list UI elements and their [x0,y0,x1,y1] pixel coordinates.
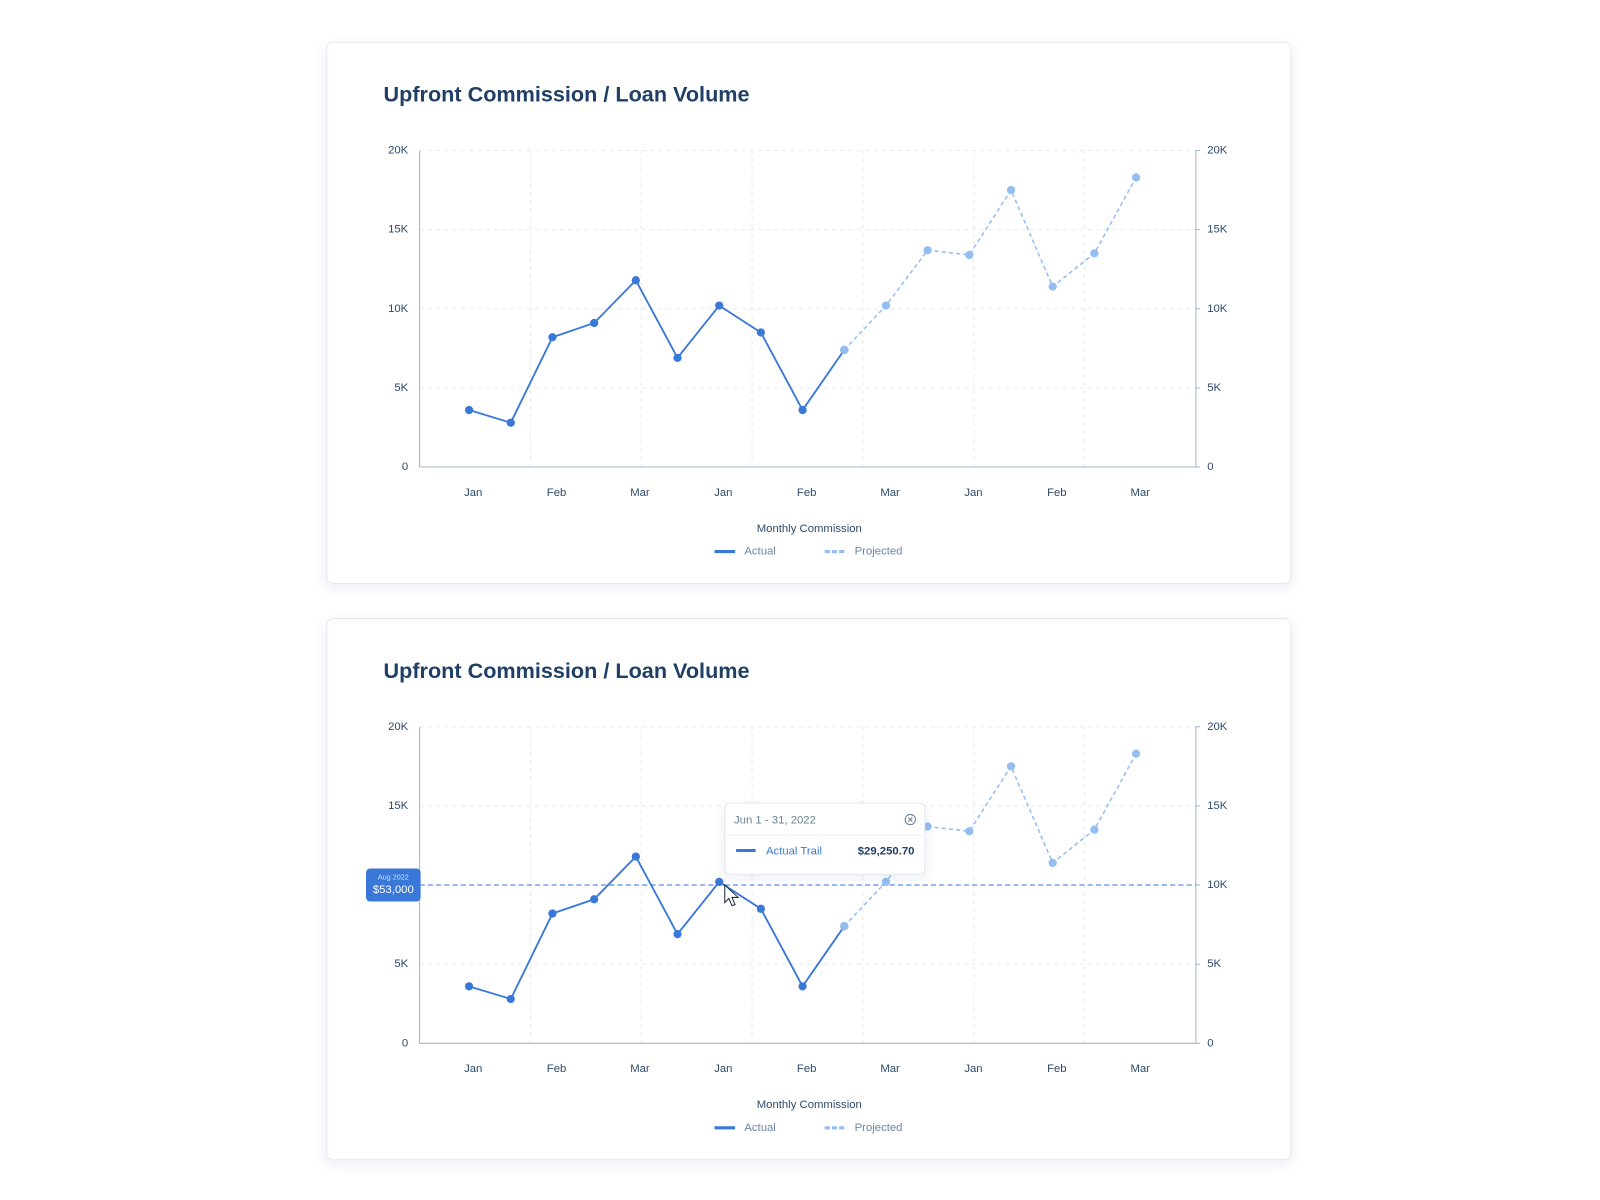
card [326,618,1292,1161]
data-point [631,276,640,285]
data-point [1131,173,1141,182]
y-tick-label: 15K [388,224,409,236]
data-point [756,328,766,337]
y2-tick-label: 5K [1207,958,1221,970]
data-point [923,822,932,831]
x-tick-label: Mar [880,487,900,499]
cursor [724,883,740,907]
x-tick-label: Jan [714,487,732,499]
data-point [1090,249,1099,258]
card [326,41,1292,585]
y-tick-label: 20K [388,145,409,157]
data-point [798,982,807,991]
series-line [468,855,846,1001]
data-point [631,852,640,861]
y-tick-label: 0 [402,461,408,473]
chart: Upfront Commission / Loan Volume 0 5K 10K 15… [365,658,1228,1134]
x-tick-label: Feb [797,1063,817,1075]
data-point [1006,185,1016,195]
data-point [464,405,474,415]
series-line [843,177,1137,351]
x-tick-label: Jan [964,487,982,499]
legend-label: Projected [855,546,903,558]
y2-tick-label: 20K [1207,721,1228,733]
y-tick-label: 10K [388,303,409,315]
data-point [715,877,724,887]
tooltip-value: $29,250.70 [858,846,915,858]
data-point [923,246,932,255]
y2-tick-label: 10K [1207,879,1228,891]
y-tick-label: 5K [394,382,408,394]
x-tick-label: Mar [1130,487,1150,499]
legend-title: Monthly Commission [757,523,862,535]
tooltip-close-x [907,817,913,823]
y2-tick-label: 0 [1207,461,1213,473]
data-point [756,904,766,913]
x-tick-label: Feb [547,487,567,499]
x-tick-label: Jan [464,1063,482,1075]
y2-tick-label: 0 [1207,1037,1213,1049]
x-tick-label: Jan [464,487,482,499]
chart: Upfront Commission / Loan Volume 0 5K 10K 15… [384,82,1228,558]
data-point [965,250,974,260]
x-tick-label: Mar [1130,1063,1150,1075]
y2-tick-label: 20K [1207,145,1228,157]
data-point [590,895,599,904]
y2-tick-label: 10K [1207,303,1228,315]
y-tick-label: 15K [388,800,409,812]
x-tick-label: Feb [797,487,817,499]
y2-tick-label: 15K [1207,800,1228,812]
tooltip-title: Jun 1 - 31, 2022 [734,815,816,827]
tooltip [724,802,926,875]
legend-label: Projected [855,1122,903,1134]
data-point [1048,282,1057,291]
data-point [881,301,891,310]
x-tick-label: Jan [964,1063,982,1075]
data-point [840,922,849,931]
x-tick-label: Feb [547,1063,567,1075]
data-point [506,418,515,427]
x-tick-label: Mar [880,1063,900,1075]
data-point [548,333,557,342]
data-point [1090,825,1099,834]
y-tick-label: 0 [402,1037,408,1049]
x-tick-label: Mar [630,1063,650,1075]
crosshair-date: Aug 2022 [378,873,409,882]
tooltip-series: Actual Trail [766,846,822,858]
x-tick-label: Jan [714,1063,732,1075]
x-tick-label: Feb [1047,1063,1067,1075]
data-point [673,353,682,362]
legend-label: Actual [744,546,775,558]
y2-tick-label: 15K [1207,224,1228,236]
legend-label: Actual [744,1122,775,1134]
y-tick-label: 20K [388,721,409,733]
data-point [548,909,557,918]
legend-title: Monthly Commission [757,1099,862,1111]
data-point [881,877,891,887]
chart-title: Upfront Commission / Loan Volume [384,82,750,107]
data-point [840,345,849,355]
crosshair-badge [365,868,421,902]
data-point [798,405,807,415]
chart-title: Upfront Commission / Loan Volume [384,658,750,683]
x-tick-label: Mar [630,487,650,499]
x-tick-label: Feb [1047,487,1067,499]
y2-tick-label: 5K [1207,382,1221,394]
data-point [965,827,974,836]
series-line [468,278,846,424]
crosshair-label: $53,000 [373,884,414,896]
data-point [1048,858,1057,868]
data-point [673,929,682,939]
data-point [464,982,474,991]
y-tick-label: 5K [394,958,408,970]
data-point [590,318,599,328]
tooltip-close [904,813,916,826]
data-point [1006,762,1016,771]
data-point [715,301,724,310]
data-point [1131,749,1141,758]
data-point [506,994,515,1004]
